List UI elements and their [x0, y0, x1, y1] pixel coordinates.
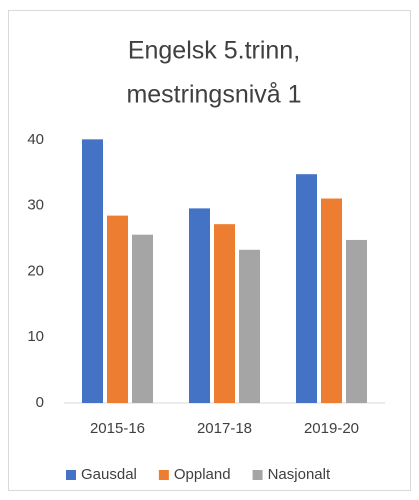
legend-label: Gausdal — [81, 466, 137, 483]
x-tick-label: 2015-16 — [90, 420, 145, 437]
legend-swatch — [158, 470, 169, 480]
bar — [321, 198, 342, 403]
legend-label: Oppland — [174, 466, 231, 483]
legend-swatch — [66, 470, 76, 480]
y-tick-label: 30 — [27, 197, 44, 214]
bar — [346, 239, 367, 403]
bar — [214, 224, 235, 403]
y-tick-label: 40 — [27, 131, 44, 148]
bar — [82, 139, 103, 403]
bar — [189, 208, 210, 403]
bar — [132, 234, 153, 403]
chart-title: Engelsk 5.trinn, — [128, 37, 300, 65]
x-tick-label: 2019-20 — [304, 420, 359, 437]
y-tick-label: 10 — [27, 328, 44, 345]
bar — [239, 249, 260, 403]
chart-title: mestringsnivå 1 — [126, 81, 301, 109]
bar — [107, 215, 128, 403]
bar — [296, 174, 317, 403]
y-tick-label: 0 — [36, 394, 44, 411]
legend-swatch — [252, 470, 263, 480]
x-tick-label: 2017-18 — [197, 420, 252, 437]
legend-label: Nasjonalt — [268, 466, 331, 483]
y-tick-label: 20 — [27, 262, 44, 279]
